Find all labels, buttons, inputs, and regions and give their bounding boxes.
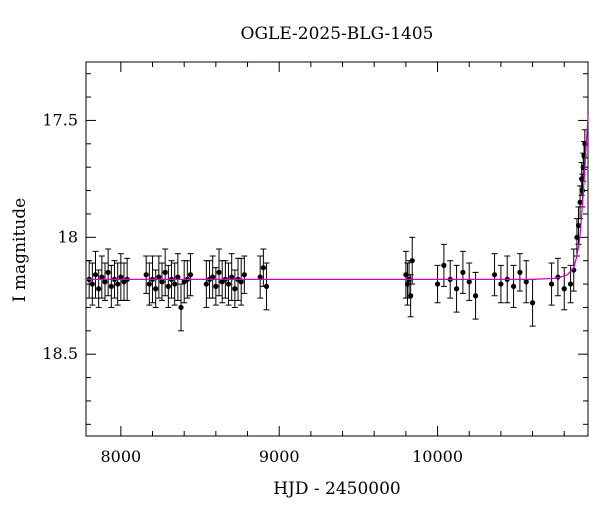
data-point [561, 286, 567, 292]
x-tick-label: 8000 [100, 447, 141, 466]
data-point [523, 279, 529, 285]
data-point [577, 199, 583, 205]
data-point [498, 281, 504, 287]
data-point [216, 269, 222, 275]
data-point [156, 274, 162, 280]
data-point [162, 269, 168, 275]
data-point [225, 281, 232, 287]
data-point [115, 281, 121, 287]
data-point [187, 272, 194, 278]
data-point [529, 300, 536, 306]
data-point [213, 283, 219, 289]
y-tick-label: 18.5 [42, 344, 78, 363]
data-point [159, 279, 165, 285]
data-point [238, 279, 244, 285]
data-point [241, 272, 247, 278]
y-tick-label: 17.5 [42, 110, 78, 129]
data-point [153, 286, 159, 292]
data-point [203, 281, 209, 287]
data-point [574, 234, 580, 240]
plot-frame [85, 61, 589, 437]
data-point [404, 281, 411, 287]
model-curve [86, 115, 589, 280]
data-point [472, 293, 479, 299]
data-point [108, 283, 114, 289]
data-point [434, 281, 441, 287]
axis-ticks: 8000 9000 10000 17.5 18 18.5 [42, 62, 588, 466]
data-point [453, 286, 460, 292]
data-point [229, 274, 235, 280]
error-bars [86, 129, 588, 332]
data-point [146, 281, 152, 287]
x-tick-label: 9000 [259, 447, 300, 466]
x-axis-label: HJD - 2450000 [273, 479, 401, 499]
data-point [548, 281, 555, 287]
data-point [143, 272, 149, 278]
data-point [118, 274, 124, 280]
data-point [172, 281, 178, 287]
data-point [96, 286, 102, 292]
data-point [409, 258, 415, 264]
data-point [408, 293, 414, 299]
data-point [89, 281, 95, 287]
data-point [579, 176, 585, 182]
data-point [257, 274, 263, 280]
data-point [403, 272, 409, 278]
data-point [510, 283, 517, 289]
data-point [517, 269, 523, 275]
y-tick-label: 18 [58, 227, 78, 246]
x-tick-label: 10000 [412, 447, 463, 466]
data-point [466, 279, 472, 285]
chart-title: OGLE-2025-BLG-1405 [240, 24, 434, 44]
data-point [210, 274, 216, 280]
data-point [567, 281, 574, 287]
data-point [491, 272, 498, 278]
data-point [165, 283, 171, 289]
data-point [441, 262, 447, 268]
data-point [102, 279, 108, 285]
data-point [263, 283, 270, 289]
data-point [99, 274, 105, 280]
data-point [575, 223, 582, 229]
data-point [175, 274, 181, 280]
data-point [260, 265, 266, 271]
data-points [86, 141, 588, 311]
data-point [579, 187, 586, 194]
data-point [460, 269, 466, 275]
data-point [232, 286, 238, 292]
data-point [92, 272, 99, 278]
data-point [105, 269, 111, 275]
data-point [178, 304, 184, 311]
